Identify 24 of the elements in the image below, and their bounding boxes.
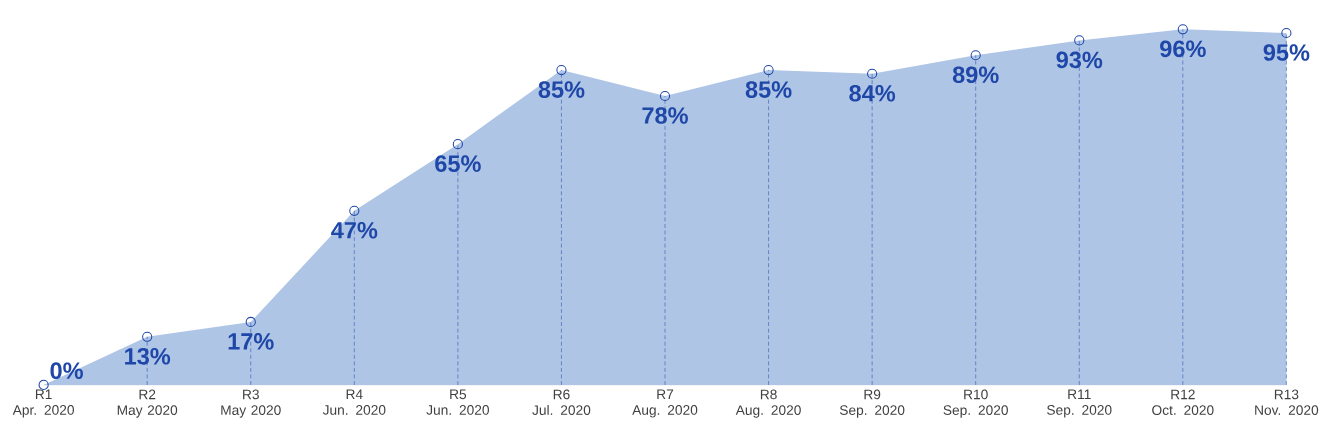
- x-tick-label: R2 May 2020: [117, 389, 178, 418]
- x-tick-label: R5 Jun. 2020: [426, 389, 490, 416]
- data-label: 85%: [745, 81, 792, 99]
- data-label: 93%: [1056, 51, 1103, 69]
- data-label: 78%: [642, 107, 688, 124]
- data-label: 84%: [849, 85, 896, 102]
- x-tick-label: R10 Sep. 2020: [943, 389, 1008, 418]
- x-tick-label: R6 Jul. 2020: [532, 389, 591, 416]
- x-tick-label: R3 May 2020: [221, 389, 281, 418]
- data-label: 65%: [435, 155, 481, 173]
- x-tick-label: R11 Sep. 2020: [1047, 389, 1112, 418]
- data-label: 0%: [50, 362, 83, 380]
- x-tick-label: R1 Apr. 2020: [12, 389, 74, 418]
- x-tick-label: R8 Aug. 2020: [735, 389, 801, 418]
- x-tick-label: R12 Oct. 2020: [1152, 389, 1214, 416]
- x-tick-label: R13 Nov. 2020: [1255, 389, 1319, 416]
- x-tick-label: R7 Aug. 2020: [632, 389, 698, 418]
- data-label: 85%: [538, 81, 585, 99]
- data-label: 89%: [952, 66, 999, 84]
- data-label: 96%: [1160, 40, 1206, 58]
- x-tick-label: R4 Jun. 2020: [322, 389, 386, 416]
- data-label: 17%: [228, 333, 274, 350]
- data-label: 13%: [125, 348, 171, 365]
- x-tick-label: R9 Sep. 2020: [839, 389, 905, 418]
